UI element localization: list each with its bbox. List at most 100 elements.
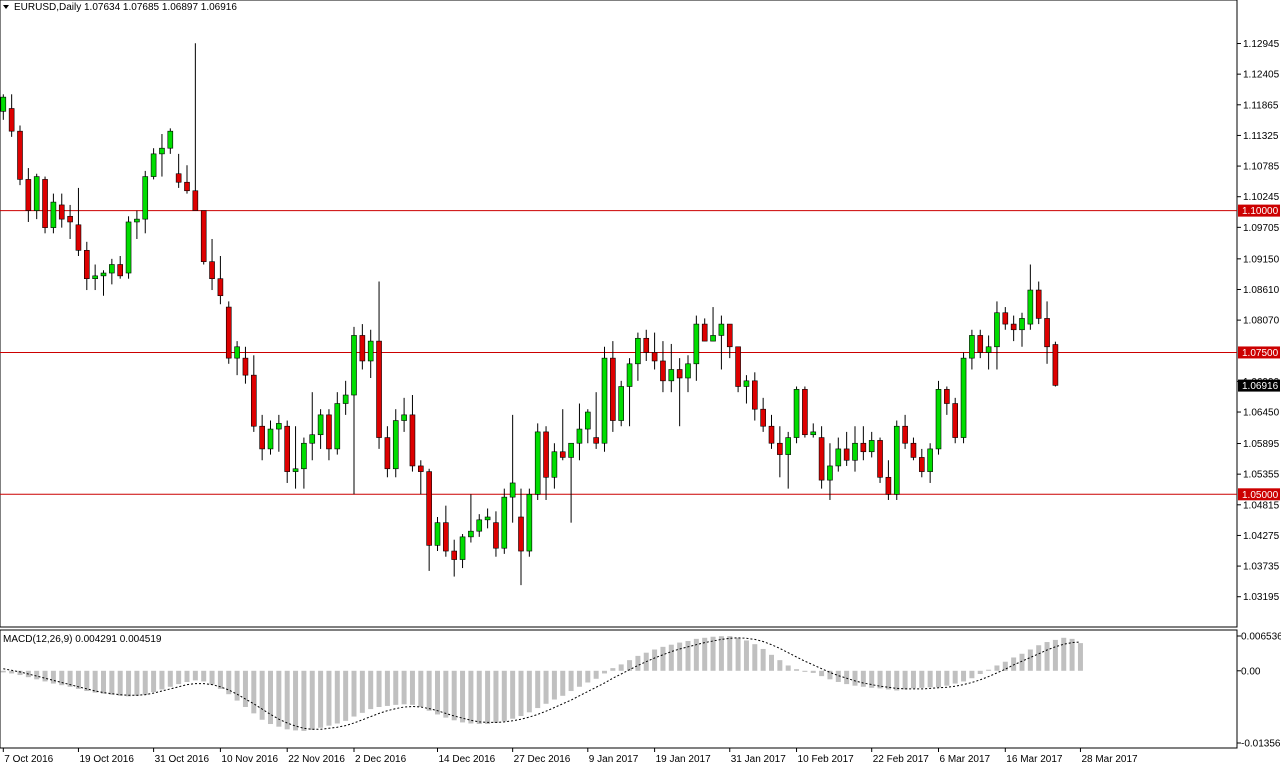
candle-body [1002, 312, 1009, 325]
date-tick-label: 28 Mar 2017 [1081, 754, 1138, 765]
macd-bar [75, 670, 81, 689]
candle-body [92, 275, 98, 279]
level-tag [1238, 346, 1280, 359]
macd-bar [518, 670, 524, 717]
macd-bar [668, 644, 674, 671]
candle [685, 355, 691, 393]
candle [468, 494, 474, 543]
candle [67, 204, 73, 239]
macd-bar [251, 670, 257, 714]
macd-bar [718, 636, 724, 671]
macd-bar [1061, 637, 1067, 671]
date-tick-label: 6 Mar 2017 [940, 754, 991, 765]
candle-body [969, 335, 975, 359]
candle-body [593, 437, 599, 444]
price-tick-label: 1.04815 [1243, 500, 1280, 511]
candle-body [810, 431, 817, 436]
macd-bar [969, 670, 975, 679]
candle [392, 409, 399, 478]
candle [509, 414, 516, 523]
macd-bar [485, 670, 491, 725]
candle [885, 460, 892, 500]
candle [593, 392, 599, 449]
candle-body [660, 360, 666, 382]
macd-bar [34, 670, 40, 680]
level-label: 1.10000 [1242, 206, 1279, 217]
price-tick-label: 1.04275 [1243, 531, 1280, 542]
price-tick-label: 1.05895 [1243, 439, 1280, 450]
macd-bar [593, 670, 599, 679]
candle [175, 153, 182, 188]
macd-bar [952, 670, 958, 684]
price-tick-label: 1.06450 [1243, 408, 1280, 419]
macd-bar [242, 670, 248, 707]
candle-body [802, 389, 808, 436]
candle [334, 392, 341, 455]
candle [1010, 315, 1017, 342]
candle-body [927, 448, 933, 472]
macd-bar [493, 670, 499, 723]
macd-bar [293, 670, 299, 731]
dropdown-triangle-icon[interactable] [3, 5, 9, 9]
macd-bar [226, 670, 232, 695]
last-price-label: 1.06916 [1242, 381, 1279, 392]
macd-bar [0, 670, 6, 673]
candle [159, 134, 165, 177]
candle [50, 193, 57, 234]
candle [443, 505, 449, 557]
macd-bar [59, 670, 65, 686]
candle-body [726, 323, 733, 348]
ohlc-label: 1.07634 1.07685 1.06897 1.06916 [84, 2, 237, 13]
macd-bar [977, 670, 983, 674]
candle-body [175, 173, 182, 183]
candle [92, 264, 98, 291]
candle [835, 437, 842, 472]
candle-body [584, 411, 591, 430]
candle-body [242, 357, 249, 376]
candle-body [276, 423, 282, 430]
macd-bar [844, 670, 850, 685]
candle-body [326, 414, 332, 450]
candle [150, 148, 157, 180]
candle [668, 343, 675, 393]
candle [810, 423, 817, 438]
candle-body [234, 346, 240, 359]
candle [326, 409, 332, 461]
date-axis: 7 Oct 2016 19 Oct 2016 31 Oct 2016 10 Nov 2… [2, 748, 1138, 765]
candle [751, 372, 758, 421]
macd-bar [835, 670, 841, 682]
date-tick-label: 7 Oct 2016 [4, 754, 53, 765]
macd-tick-label: -0.013566 [1241, 739, 1281, 750]
macd-bar [568, 670, 574, 692]
candle-body [877, 440, 883, 478]
macd-bar [217, 670, 223, 689]
macd-bar [860, 670, 866, 687]
candle [501, 488, 508, 554]
macd-bar [326, 670, 332, 726]
candle-body [827, 465, 833, 481]
candle [359, 324, 366, 370]
macd-bar [910, 670, 916, 689]
macd-bar [151, 670, 157, 693]
candle [893, 420, 900, 500]
candle [818, 426, 825, 489]
candle-body [100, 272, 107, 277]
candle [367, 329, 374, 378]
price-tick-label: 1.08610 [1243, 285, 1280, 296]
candle [117, 256, 123, 279]
candle-body [267, 428, 274, 450]
candle-body [885, 476, 892, 495]
candle [200, 210, 207, 265]
candle-body [918, 457, 925, 472]
candle-body [301, 442, 307, 470]
macd-bar [84, 670, 90, 692]
macd-bar [802, 670, 808, 672]
macd-bar [919, 670, 925, 688]
price-tick-label: 1.12405 [1243, 70, 1280, 81]
candle [777, 426, 783, 478]
macd-bar [794, 669, 800, 671]
candle [760, 397, 766, 432]
macd-bar [176, 670, 182, 685]
candle-body [777, 442, 783, 455]
